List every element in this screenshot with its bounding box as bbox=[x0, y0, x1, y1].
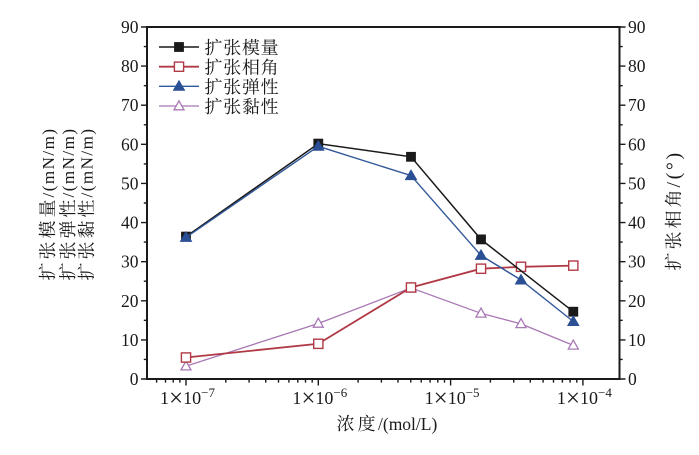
svg-text:/(°): /(°) bbox=[663, 150, 685, 187]
svg-text:10: 10 bbox=[628, 330, 646, 350]
svg-text:/(mN/m): /(mN/m) bbox=[78, 128, 97, 198]
svg-text:60: 60 bbox=[121, 134, 139, 154]
svg-text:30: 30 bbox=[121, 252, 139, 272]
svg-text:1×10−4: 1×10−4 bbox=[557, 385, 612, 412]
svg-text:90: 90 bbox=[121, 17, 139, 37]
svg-text:50: 50 bbox=[121, 173, 139, 193]
svg-text:1×10−6: 1×10−6 bbox=[292, 385, 347, 412]
svg-text:10: 10 bbox=[121, 330, 139, 350]
svg-text:70: 70 bbox=[121, 95, 139, 115]
svg-text:80: 80 bbox=[628, 56, 646, 76]
svg-text:40: 40 bbox=[121, 213, 139, 233]
svg-text:70: 70 bbox=[628, 95, 646, 115]
svg-text:20: 20 bbox=[121, 291, 139, 311]
svg-text:0: 0 bbox=[628, 369, 637, 389]
svg-text:60: 60 bbox=[628, 134, 646, 154]
svg-text:/(mN/m): /(mN/m) bbox=[59, 128, 78, 198]
svg-text:90: 90 bbox=[628, 17, 646, 37]
svg-text:/(mol/L): /(mol/L) bbox=[378, 414, 437, 434]
svg-text:40: 40 bbox=[628, 213, 646, 233]
svg-text:20: 20 bbox=[628, 291, 646, 311]
svg-text:30: 30 bbox=[628, 252, 646, 272]
svg-text:80: 80 bbox=[121, 56, 139, 76]
svg-text:50: 50 bbox=[628, 173, 646, 193]
svg-text:/(mN/m): /(mN/m) bbox=[39, 128, 58, 198]
svg-text:0: 0 bbox=[130, 369, 139, 389]
